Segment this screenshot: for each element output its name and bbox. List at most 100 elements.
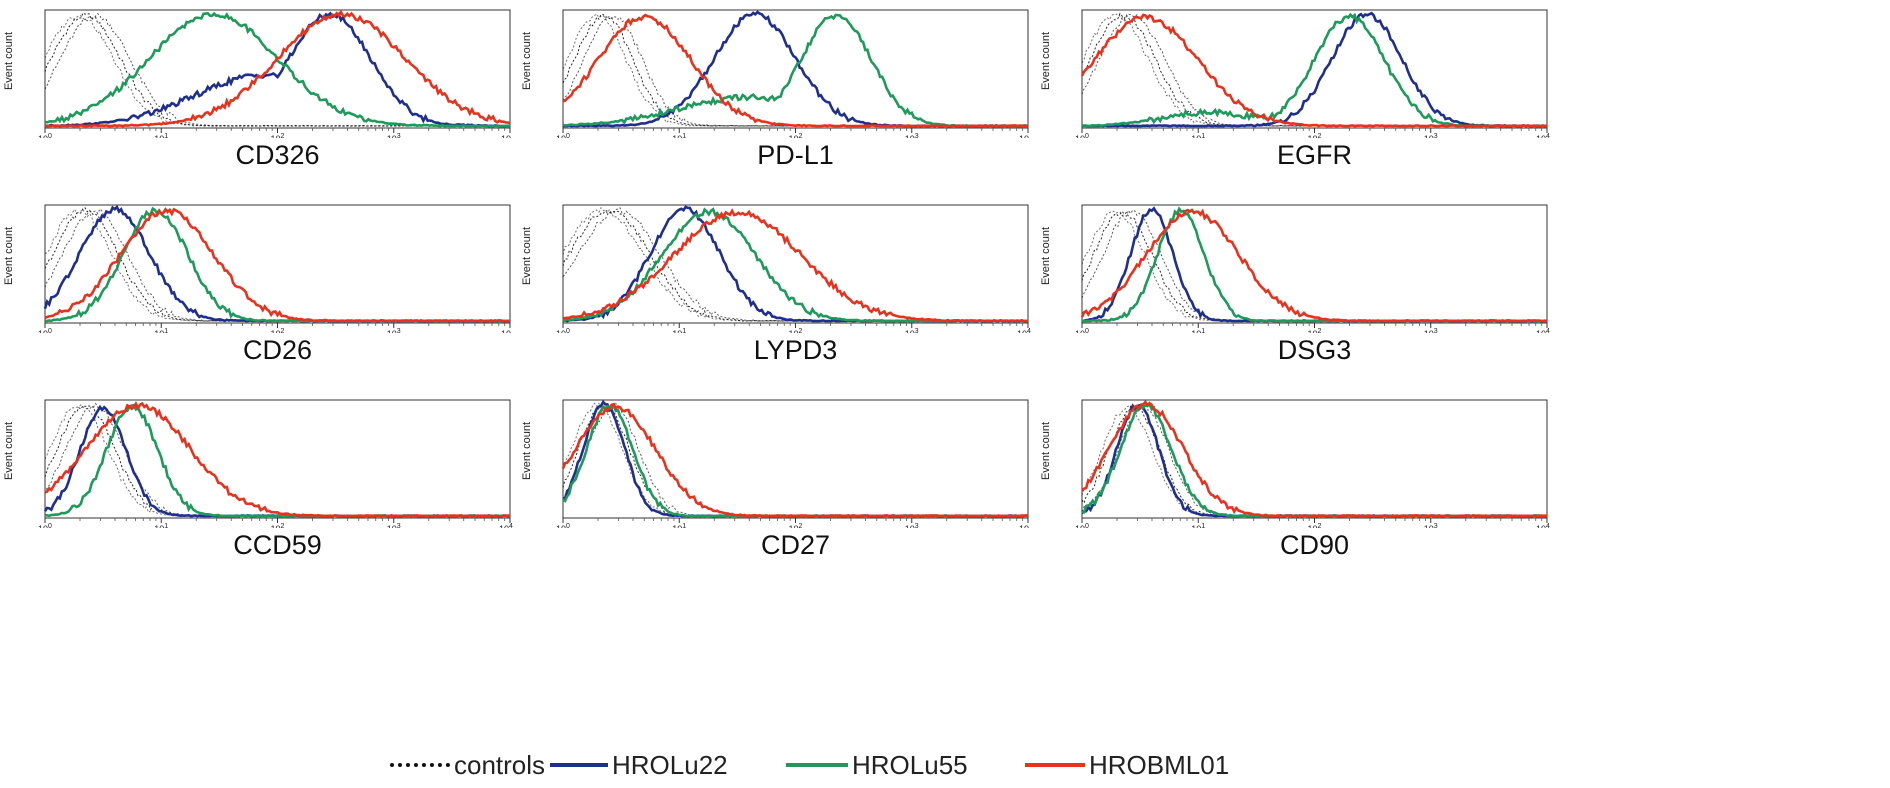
- y-axis-label: Event count: [3, 422, 15, 480]
- x-tick-label: 104: [1536, 133, 1550, 138]
- y-axis-label: Event count: [1040, 227, 1052, 285]
- x-tick-label: 102: [271, 133, 285, 138]
- legend: controls HROLu22 HROLu55 HROBML01: [390, 748, 1510, 782]
- x-tick-label: 102: [789, 328, 803, 333]
- y-axis-label: Event count: [1040, 422, 1052, 480]
- x-tick-label: 103: [387, 328, 401, 333]
- series-line-hrobml01: [45, 9, 511, 128]
- x-tick-label: 102: [789, 523, 803, 528]
- x-tick-label: 100: [556, 328, 570, 333]
- series-line-hrobml01: [44, 400, 511, 518]
- histogram-panel: Event count 100 101 102 103 104 EGFR: [1037, 8, 1637, 238]
- legend-swatch-controls: [390, 763, 450, 767]
- plot-frame: [44, 9, 511, 129]
- x-tick-label: 101: [154, 133, 168, 138]
- x-tick-label: 10: [1019, 134, 1029, 138]
- marker-label: PD-L1: [757, 140, 834, 170]
- x-tick-label: 103: [1424, 133, 1438, 138]
- legend-swatch-hrolu55: [786, 763, 848, 767]
- marker-label: CD90: [1279, 530, 1350, 560]
- plot-frame: [1081, 204, 1548, 324]
- legend-label-hrolu55: HROLu55: [852, 749, 968, 780]
- legend-label-hrobml01: HROBML01: [1089, 749, 1230, 780]
- x-tick-label: 100: [1075, 328, 1089, 333]
- marker-label: CD326: [235, 140, 320, 170]
- histogram-panel: Event count 100 101 102 103 10 CD27: [518, 398, 1118, 628]
- x-tick-label: 104: [1017, 328, 1031, 333]
- x-tick-label: 101: [1191, 523, 1205, 528]
- x-tick-label: 100: [556, 523, 570, 528]
- x-tick-label: 101: [1191, 133, 1205, 138]
- x-tick-label: 100: [38, 328, 52, 333]
- x-tick-label: 103: [1424, 523, 1438, 528]
- histogram-svg: Event count 100 101 102 103 10: [3, 9, 511, 138]
- histogram-panel: Event count 100 101 102 103 10 PD-L1: [518, 8, 1118, 238]
- legend-label-hrolu22: HROLu22: [612, 749, 728, 780]
- x-tick-label: 103: [905, 133, 919, 138]
- legend-label-controls: controls: [454, 749, 546, 780]
- x-tick-label: 102: [1308, 328, 1322, 333]
- marker-label: DSG3: [1277, 335, 1352, 365]
- x-tick-label: 101: [1191, 328, 1205, 333]
- x-tick-label: 101: [154, 328, 168, 333]
- histogram-svg: Event count 100 101 102 103 10: [521, 399, 1029, 528]
- plot-frame: [1081, 399, 1548, 519]
- x-tick-label: 102: [271, 328, 285, 333]
- series-line-hrobml01: [562, 208, 1028, 323]
- plot-frame: [44, 399, 511, 519]
- x-tick-label: 101: [672, 328, 686, 333]
- plot-frame: [1081, 9, 1548, 129]
- x-tick-label: 102: [789, 133, 803, 138]
- histogram-panel: Event count 100 101 102 103 104 CD90: [1037, 398, 1637, 628]
- histogram-panel: Event count 100 101 102 103 104 CCD59: [0, 398, 600, 628]
- x-tick-label: 102: [271, 523, 285, 528]
- histogram-svg: Event count 100 101 102 103 104: [3, 399, 513, 528]
- x-tick-label: 103: [387, 133, 401, 138]
- histogram-svg: Event count 100 101 102 103 104: [1040, 9, 1550, 138]
- legend-item-hrolu55: HROLu55: [786, 748, 968, 782]
- marker-label: EGFR: [1276, 140, 1352, 170]
- y-axis-label: Event count: [3, 227, 15, 285]
- x-tick-label: 103: [387, 523, 401, 528]
- series-line-controls: [44, 12, 511, 127]
- legend-item-controls: controls: [390, 748, 545, 782]
- histogram-grid: Event count 100 101 102 103 10 CD326 Event coun…: [0, 8, 1637, 628]
- histogram-svg: Event count 100 101 102 103 10: [521, 9, 1029, 138]
- y-axis-label: Event count: [521, 32, 533, 90]
- series-line-hrobml01: [1080, 13, 1547, 128]
- x-tick-label: 104: [1536, 523, 1550, 528]
- x-tick-label: 101: [672, 523, 686, 528]
- histogram-panel: Event count 100 101 102 103 104 DSG3: [1037, 203, 1637, 433]
- histogram-svg: Event count 100 101 102 103 104: [1040, 399, 1550, 528]
- histogram-svg: Event count 100 101 102 103 10: [3, 204, 511, 333]
- series-line-hrobml01: [44, 207, 510, 323]
- y-axis-label: Event count: [3, 32, 15, 90]
- x-tick-label: 100: [38, 133, 52, 138]
- plot-frame: [562, 399, 1029, 519]
- x-tick-label: 100: [38, 523, 52, 528]
- series-line-hrolu22: [44, 11, 511, 128]
- y-axis-label: Event count: [1040, 32, 1052, 90]
- histogram-panel: Event count 100 101 102 103 104 LYPD3: [518, 203, 1118, 433]
- x-tick-label: 100: [1075, 523, 1089, 528]
- x-tick-label: 100: [556, 133, 570, 138]
- histogram-panel: Event count 100 101 102 103 10 CD26: [0, 203, 600, 433]
- series-line-hrobml01: [1081, 399, 1548, 518]
- marker-label: LYPD3: [753, 335, 838, 365]
- y-axis-label: Event count: [521, 227, 533, 285]
- legend-item-hrolu22: HROLu22: [550, 748, 728, 782]
- x-tick-label: 103: [905, 523, 919, 528]
- plot-frame: [44, 204, 511, 324]
- legend-swatch-hrobml01: [1025, 763, 1085, 767]
- marker-label: CD27: [760, 530, 831, 560]
- series-line-hrobml01: [1080, 208, 1547, 323]
- histogram-svg: Event count 100 101 102 103 104: [521, 204, 1031, 333]
- x-tick-label: 102: [1308, 523, 1322, 528]
- marker-label: CD26: [242, 335, 313, 365]
- x-tick-label: 10: [1019, 524, 1029, 528]
- histogram-svg: Event count 100 101 102 103 104: [1040, 204, 1550, 333]
- x-tick-label: 101: [672, 133, 686, 138]
- series-line-hrobml01: [562, 13, 1029, 128]
- x-tick-label: 100: [1075, 133, 1089, 138]
- x-tick-label: 104: [1536, 328, 1550, 333]
